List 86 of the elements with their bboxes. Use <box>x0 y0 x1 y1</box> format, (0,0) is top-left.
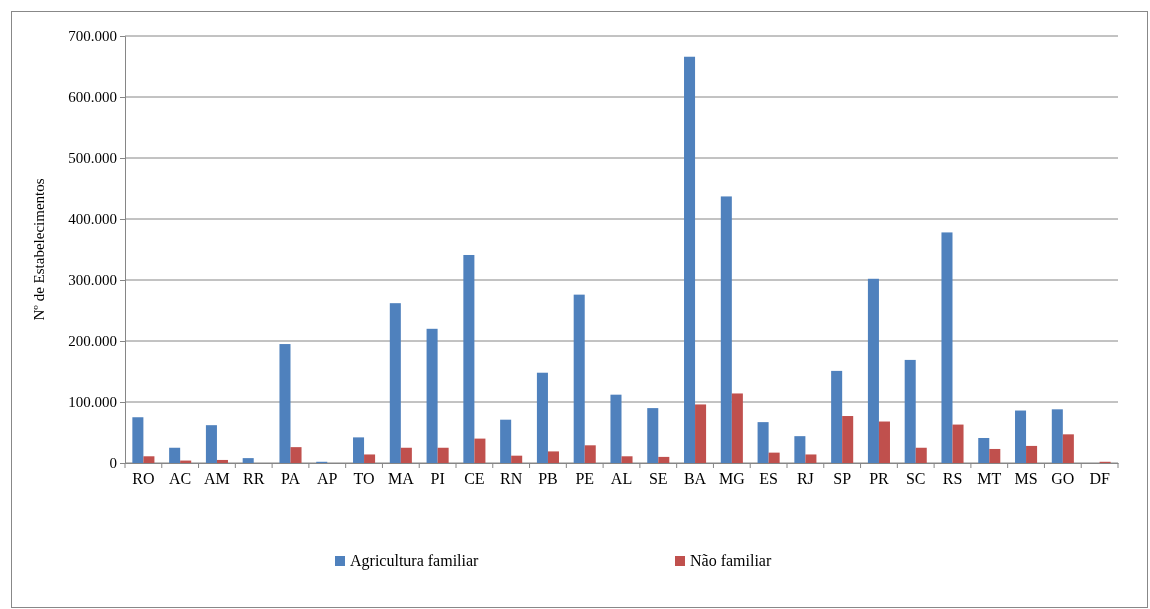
x-tick-label: BA <box>683 470 707 488</box>
x-tick-label: AM <box>204 470 230 488</box>
bar <box>684 56 696 463</box>
x-tick-label: SP <box>833 470 852 488</box>
bar <box>437 447 449 463</box>
x-tick-label: GO <box>1051 470 1075 488</box>
x-tick-label: SC <box>905 470 926 488</box>
x-tick-label: RS <box>942 470 963 488</box>
bar <box>805 454 817 463</box>
bar <box>867 278 879 463</box>
bar <box>463 254 475 463</box>
x-tick-label: PE <box>575 470 595 488</box>
bar <box>205 425 217 463</box>
bar <box>904 359 916 463</box>
bar <box>757 422 769 463</box>
bar <box>794 436 806 463</box>
y-axis-title: Nº de Estabelecimentos <box>31 178 47 321</box>
x-tick-label: TO <box>353 470 375 488</box>
x-tick-label: MA <box>387 470 415 488</box>
bar <box>952 424 964 463</box>
y-tick-label: 500.000 <box>68 150 117 167</box>
bar <box>658 456 670 463</box>
x-tick-label: AC <box>169 470 192 488</box>
x-tick-label: SE <box>648 470 668 488</box>
legend-label: Agricultura familiar <box>350 552 480 570</box>
bar <box>547 451 559 463</box>
bar <box>426 328 438 463</box>
bar <box>915 447 927 463</box>
x-tick-label: MT <box>977 470 1002 488</box>
bar <box>500 419 512 463</box>
x-tick-label: ES <box>759 470 778 488</box>
y-tick-label: 100.000 <box>68 394 117 411</box>
bar <box>169 447 181 463</box>
y-tick-label: 400.000 <box>68 211 117 228</box>
bar <box>695 404 707 463</box>
bar <box>768 452 780 463</box>
bar <box>474 438 486 463</box>
x-tick-label: MG <box>718 470 746 488</box>
bar <box>1015 410 1027 463</box>
x-tick-label: PR <box>869 470 890 488</box>
x-tick-label: RO <box>132 470 155 488</box>
x-tick-label: PB <box>538 470 558 488</box>
y-tick-label: 600.000 <box>68 89 117 106</box>
bar <box>610 394 622 463</box>
bar <box>132 417 144 463</box>
x-tick-label: CE <box>464 470 485 488</box>
bar <box>831 370 843 463</box>
y-tick-label: 700.000 <box>68 28 117 45</box>
bar <box>647 408 659 463</box>
bar <box>978 437 990 463</box>
x-tick-label: AP <box>317 470 338 488</box>
bar <box>364 454 376 463</box>
bar <box>400 447 412 463</box>
bar <box>621 456 633 463</box>
x-tick-label: AL <box>610 470 633 488</box>
bar <box>290 447 302 463</box>
bar <box>1026 445 1038 463</box>
bar <box>842 416 854 463</box>
bar <box>353 437 365 463</box>
bar <box>511 455 523 463</box>
bar <box>389 303 401 463</box>
x-tick-label: RJ <box>796 470 814 488</box>
legend-label: Não familiar <box>690 552 772 569</box>
x-tick-label: RR <box>243 470 265 488</box>
bar <box>584 445 596 463</box>
y-tick-label: 200.000 <box>68 333 117 350</box>
bar <box>1062 434 1074 463</box>
bar <box>279 344 291 463</box>
y-tick-label: 0 <box>109 455 117 472</box>
bar <box>878 421 890 463</box>
bar <box>242 458 254 463</box>
bar <box>720 196 732 463</box>
x-tick-label: RN <box>500 470 523 488</box>
bar <box>731 393 743 463</box>
x-tick-label: PA <box>281 470 301 488</box>
x-tick-label: MS <box>1014 470 1038 488</box>
bar <box>536 372 548 463</box>
bar <box>1051 409 1063 463</box>
x-tick-label: DF <box>1089 470 1110 488</box>
bar <box>216 459 228 463</box>
bar <box>989 448 1001 463</box>
x-tick-label: PI <box>430 470 445 488</box>
bar <box>143 456 155 463</box>
y-tick-label: 300.000 <box>68 272 117 289</box>
bar <box>941 232 953 463</box>
bar <box>573 294 585 463</box>
